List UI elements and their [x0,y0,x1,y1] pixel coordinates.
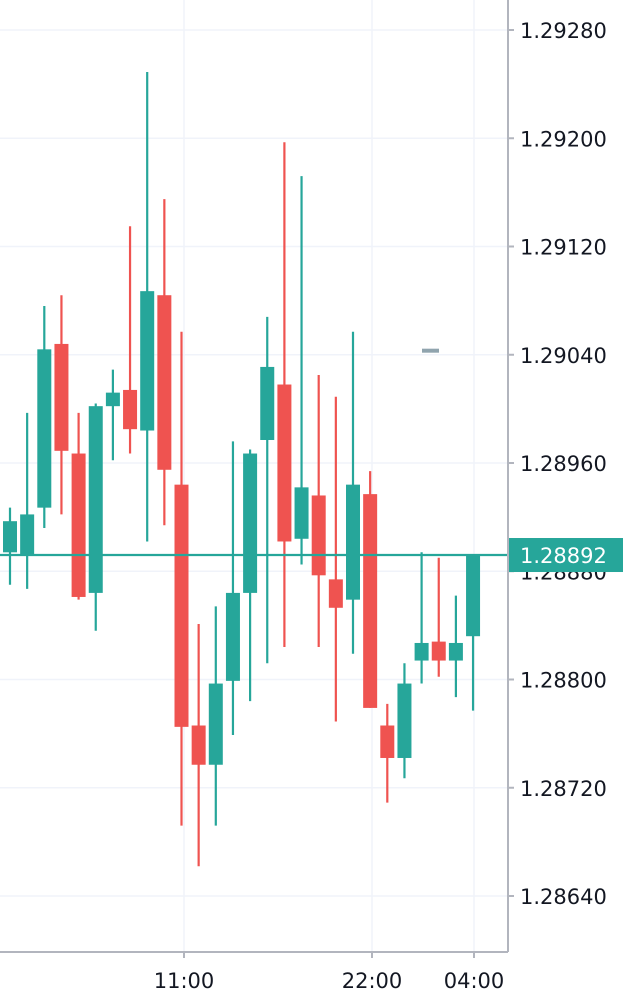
candle [123,226,138,454]
candle [71,412,86,600]
last-price-label: 1.28892 [520,544,607,568]
candle [363,471,378,708]
candle-body [37,349,52,508]
time-tick-label: 22:00 [342,969,403,993]
candle-body [328,579,343,608]
candle-body [54,343,69,451]
candle [397,663,412,779]
candle [328,396,343,722]
overlay-layer [0,348,508,557]
candle [105,369,120,461]
candle-body [191,725,206,765]
price-tick-label: 1.28720 [520,777,607,801]
price-tick-label: 1.28800 [520,669,607,693]
candle [174,331,189,826]
price-tick-label: 1.29040 [520,344,607,368]
candle [208,606,223,826]
price-tick-label: 1.28960 [520,452,607,476]
candle-body [105,392,120,407]
candle-body [294,487,309,539]
candle-body [3,521,17,553]
candle [380,703,395,803]
candle [466,555,481,711]
candle-body [123,389,138,430]
candle [431,557,446,677]
candle-body [466,555,481,637]
candle [243,449,258,702]
price-tick-label: 1.29280 [520,19,607,43]
candle [3,507,17,585]
candle [191,624,206,867]
candle-body [380,725,395,758]
candle-body [448,642,463,661]
candle [346,331,360,654]
candle [448,595,463,698]
candle [260,316,275,664]
candle [225,441,240,735]
candle-body [431,641,446,661]
candle-body [277,384,292,542]
candle [140,71,155,542]
candle-body [243,453,258,593]
candle [88,403,103,631]
candle [294,176,309,565]
candle [414,552,429,684]
candle [37,306,52,528]
candle-body [140,291,155,431]
candle-body [346,484,360,600]
candle [54,295,69,515]
candle-body [225,592,240,681]
candle-body [260,366,275,440]
candle-body [363,494,378,708]
candle [277,142,292,648]
last-price-badge-bg [509,538,623,573]
candle-body [174,484,189,727]
marker-dash [422,348,439,353]
candle-body [311,495,326,576]
last-price-badge: 1.28892 [509,538,623,573]
candle-body [88,406,103,593]
candle-body [414,642,429,661]
candle-layer [3,71,481,867]
time-tick-label: 04:00 [444,969,505,993]
candle [157,199,172,526]
candle-body [20,514,35,556]
price-tick-label: 1.29200 [520,127,607,151]
candle-body [397,683,412,758]
price-tick-label: 1.29120 [520,236,607,260]
time-tick-label: 11:00 [154,969,215,993]
candle-body [157,295,172,470]
candle [20,412,35,589]
candle [311,375,326,648]
candle-body [71,453,86,597]
candle-body [208,683,223,765]
price-tick-label: 1.28640 [520,885,607,909]
